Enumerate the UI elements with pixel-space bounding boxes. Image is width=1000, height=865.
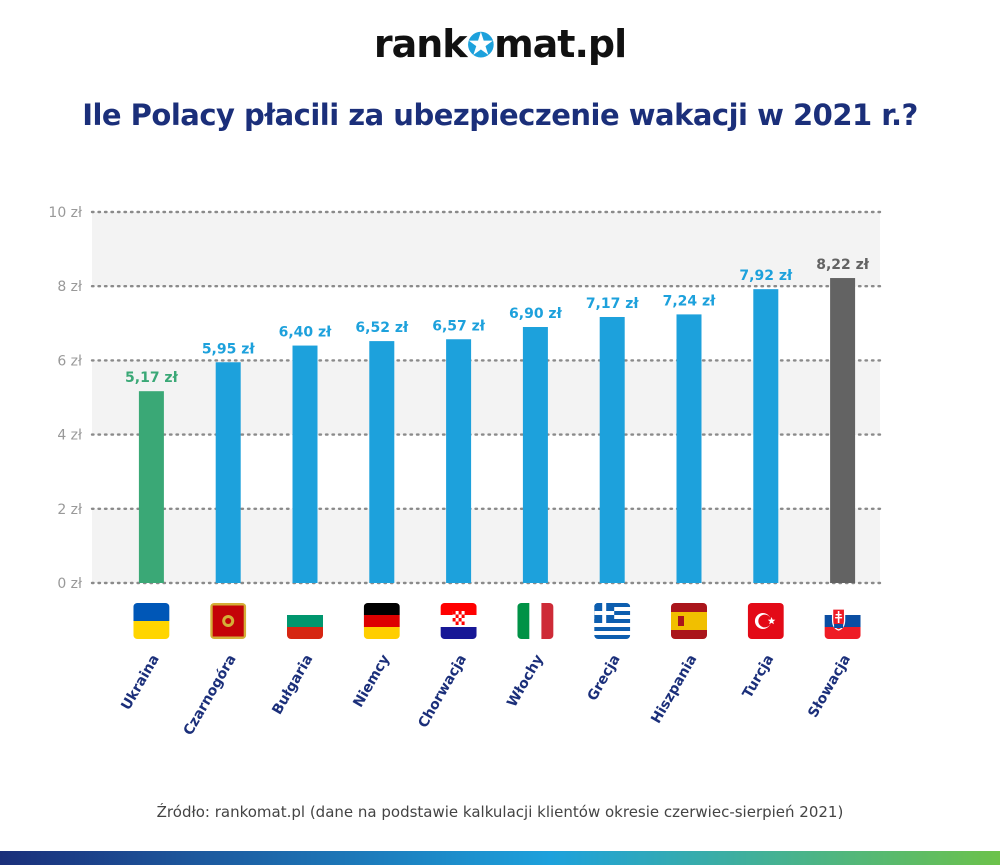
x-tick-label: Chorwacja <box>415 652 470 731</box>
flag-de-icon <box>363 603 400 639</box>
chart-title: Ile Polacy płacili za ubezpieczenie waka… <box>82 98 918 132</box>
bar <box>369 341 395 583</box>
brand-name-prefix: rank <box>373 22 468 66</box>
data-label: 7,92 zł <box>739 268 793 284</box>
x-tick-label: Słowacja <box>805 652 854 720</box>
source-note: Źródło: rankomat.pl (dane na podstawie k… <box>156 803 844 821</box>
x-tick-label: Włochy <box>504 652 547 710</box>
bar <box>830 278 856 583</box>
data-label: 6,90 zł <box>509 306 563 322</box>
y-tick-label: 8 zł <box>57 279 82 295</box>
data-label: 6,57 zł <box>432 318 486 334</box>
flag-hr-icon <box>440 603 477 639</box>
data-label: 8,22 zł <box>816 257 870 273</box>
bar <box>753 289 779 583</box>
data-label: 5,95 zł <box>202 341 256 357</box>
data-label: 6,40 zł <box>279 325 333 341</box>
brand-logo: rank✪mat.pl <box>0 22 1000 66</box>
bar <box>522 327 548 583</box>
flag-me-icon <box>210 603 247 639</box>
flag-sk-icon <box>824 603 861 639</box>
x-tick-label: Czarnogóra <box>181 652 240 738</box>
bar <box>446 339 472 583</box>
bar <box>215 362 241 583</box>
grid-band <box>92 212 880 287</box>
data-label: 7,24 zł <box>663 293 717 309</box>
x-tick-label: Niemcy <box>350 652 393 710</box>
y-tick-label: 6 zł <box>57 353 82 369</box>
y-tick-label: 0 zł <box>57 576 82 592</box>
flag-it-icon <box>517 603 554 639</box>
y-tick-label: 4 zł <box>57 428 82 444</box>
flag-es-icon <box>671 603 707 639</box>
x-tick-label: Grecja <box>585 652 624 704</box>
x-tick-label: Turcja <box>740 652 778 701</box>
data-label: 5,17 zł <box>125 370 179 386</box>
y-tick-label: 2 zł <box>57 502 82 518</box>
data-label: 7,17 zł <box>586 296 640 312</box>
star-icon: ✪ <box>466 26 495 66</box>
bar <box>138 391 164 583</box>
y-tick-label: 10 zł <box>48 205 82 221</box>
bottom-gradient-bar <box>0 851 1000 865</box>
x-tick-label: Ukraina <box>118 652 162 713</box>
bar <box>292 345 318 583</box>
brand-name-suffix: mat.pl <box>494 22 627 66</box>
flag-tr-icon <box>747 603 784 639</box>
flag-ua-icon <box>133 603 170 639</box>
bar-chart: 0 zł 2 zł 4 zł 6 zł 8 zł 10 zł 5,17 zł Ukraina 5… <box>48 205 882 738</box>
x-tick-label: Hiszpania <box>648 652 700 726</box>
bar <box>599 316 625 583</box>
bar <box>676 314 702 583</box>
data-label: 6,52 zł <box>355 320 409 336</box>
flag-bg-icon <box>287 603 323 639</box>
flag-gr-icon <box>594 603 631 639</box>
x-tick-label: Bułgaria <box>269 652 316 718</box>
